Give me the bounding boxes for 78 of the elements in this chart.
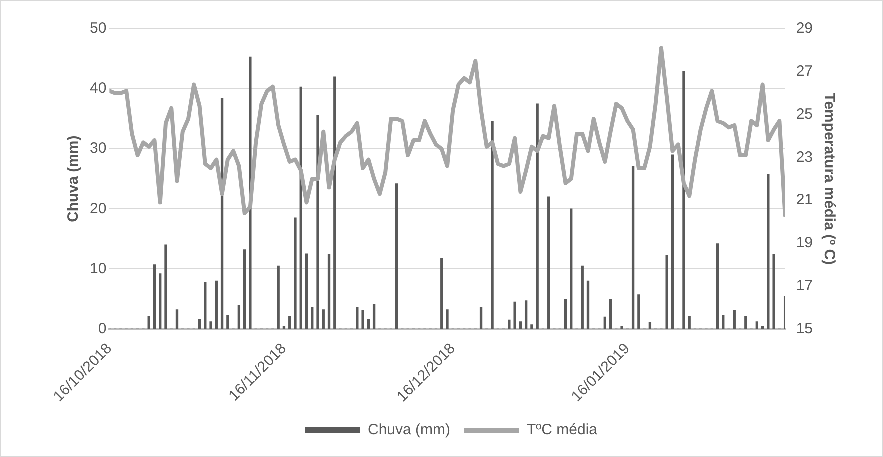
bar [396, 184, 398, 330]
bar [581, 266, 584, 330]
y-tick-label: 50 [90, 20, 107, 38]
bar [570, 208, 573, 330]
y2-axis-title: Temperatura média (º C) [820, 93, 838, 266]
bar [767, 174, 770, 330]
bar [716, 244, 720, 330]
bar [632, 166, 635, 330]
y2-tick-label: 19 [796, 234, 814, 252]
bar [148, 316, 150, 330]
bar [666, 255, 668, 330]
y-axis-title: Chuva (mm) [65, 136, 82, 222]
y-tick-label: 30 [90, 140, 107, 158]
bar [277, 266, 280, 330]
bar [249, 56, 252, 330]
bar [164, 244, 168, 330]
y2-tick-label: 23 [796, 148, 814, 166]
bar [761, 326, 764, 330]
y-tick-label: 0 [98, 320, 107, 338]
bar [440, 258, 444, 330]
bar [772, 254, 776, 330]
y2-tick-label: 17 [796, 277, 814, 294]
bar [671, 154, 674, 330]
bar [530, 324, 534, 330]
bar [372, 304, 376, 330]
bar [198, 319, 202, 330]
bar [638, 294, 640, 330]
y2-tick-label: 15 [796, 320, 814, 338]
bar [514, 302, 516, 330]
bar [536, 104, 539, 330]
bar [238, 305, 241, 330]
bar [519, 322, 522, 330]
bar [153, 264, 156, 330]
bar [210, 322, 212, 330]
bar [648, 322, 652, 330]
bar [548, 196, 550, 330]
bar [620, 326, 624, 330]
bar [508, 320, 511, 330]
bar [604, 316, 606, 330]
bar [362, 310, 364, 330]
bar [586, 280, 590, 330]
bar [609, 299, 612, 330]
bar [176, 310, 179, 330]
y2-tick-label: 27 [796, 63, 814, 80]
bar [524, 300, 528, 330]
y2-tick-label: 25 [796, 106, 814, 123]
y-tick-label: 20 [90, 200, 107, 218]
bar [682, 71, 686, 330]
legend-label: Chuva (mm) [368, 422, 451, 439]
bar [744, 316, 748, 330]
bar [688, 316, 691, 330]
bar [733, 310, 736, 330]
bar [311, 307, 314, 330]
bar [215, 280, 218, 330]
bar [305, 254, 308, 330]
bar [316, 115, 320, 330]
bar [356, 307, 359, 330]
bar [204, 282, 207, 330]
y2-tick-label: 29 [796, 20, 814, 38]
bar [322, 310, 325, 330]
bar [328, 254, 331, 330]
bar [243, 250, 246, 330]
bar [756, 322, 758, 330]
bar [288, 316, 292, 330]
y2-tick-label: 21 [796, 192, 814, 209]
bar [722, 315, 725, 330]
bar [480, 307, 483, 330]
bar [159, 274, 162, 330]
bar [491, 121, 494, 330]
bar [294, 218, 297, 330]
y-tick-label: 40 [90, 80, 107, 98]
bar [226, 315, 230, 330]
bar [564, 299, 568, 330]
y-tick-label: 10 [90, 260, 107, 278]
legend-label: TºC média [527, 422, 598, 439]
bar [367, 319, 370, 330]
bar [282, 326, 286, 330]
bar [446, 310, 449, 330]
